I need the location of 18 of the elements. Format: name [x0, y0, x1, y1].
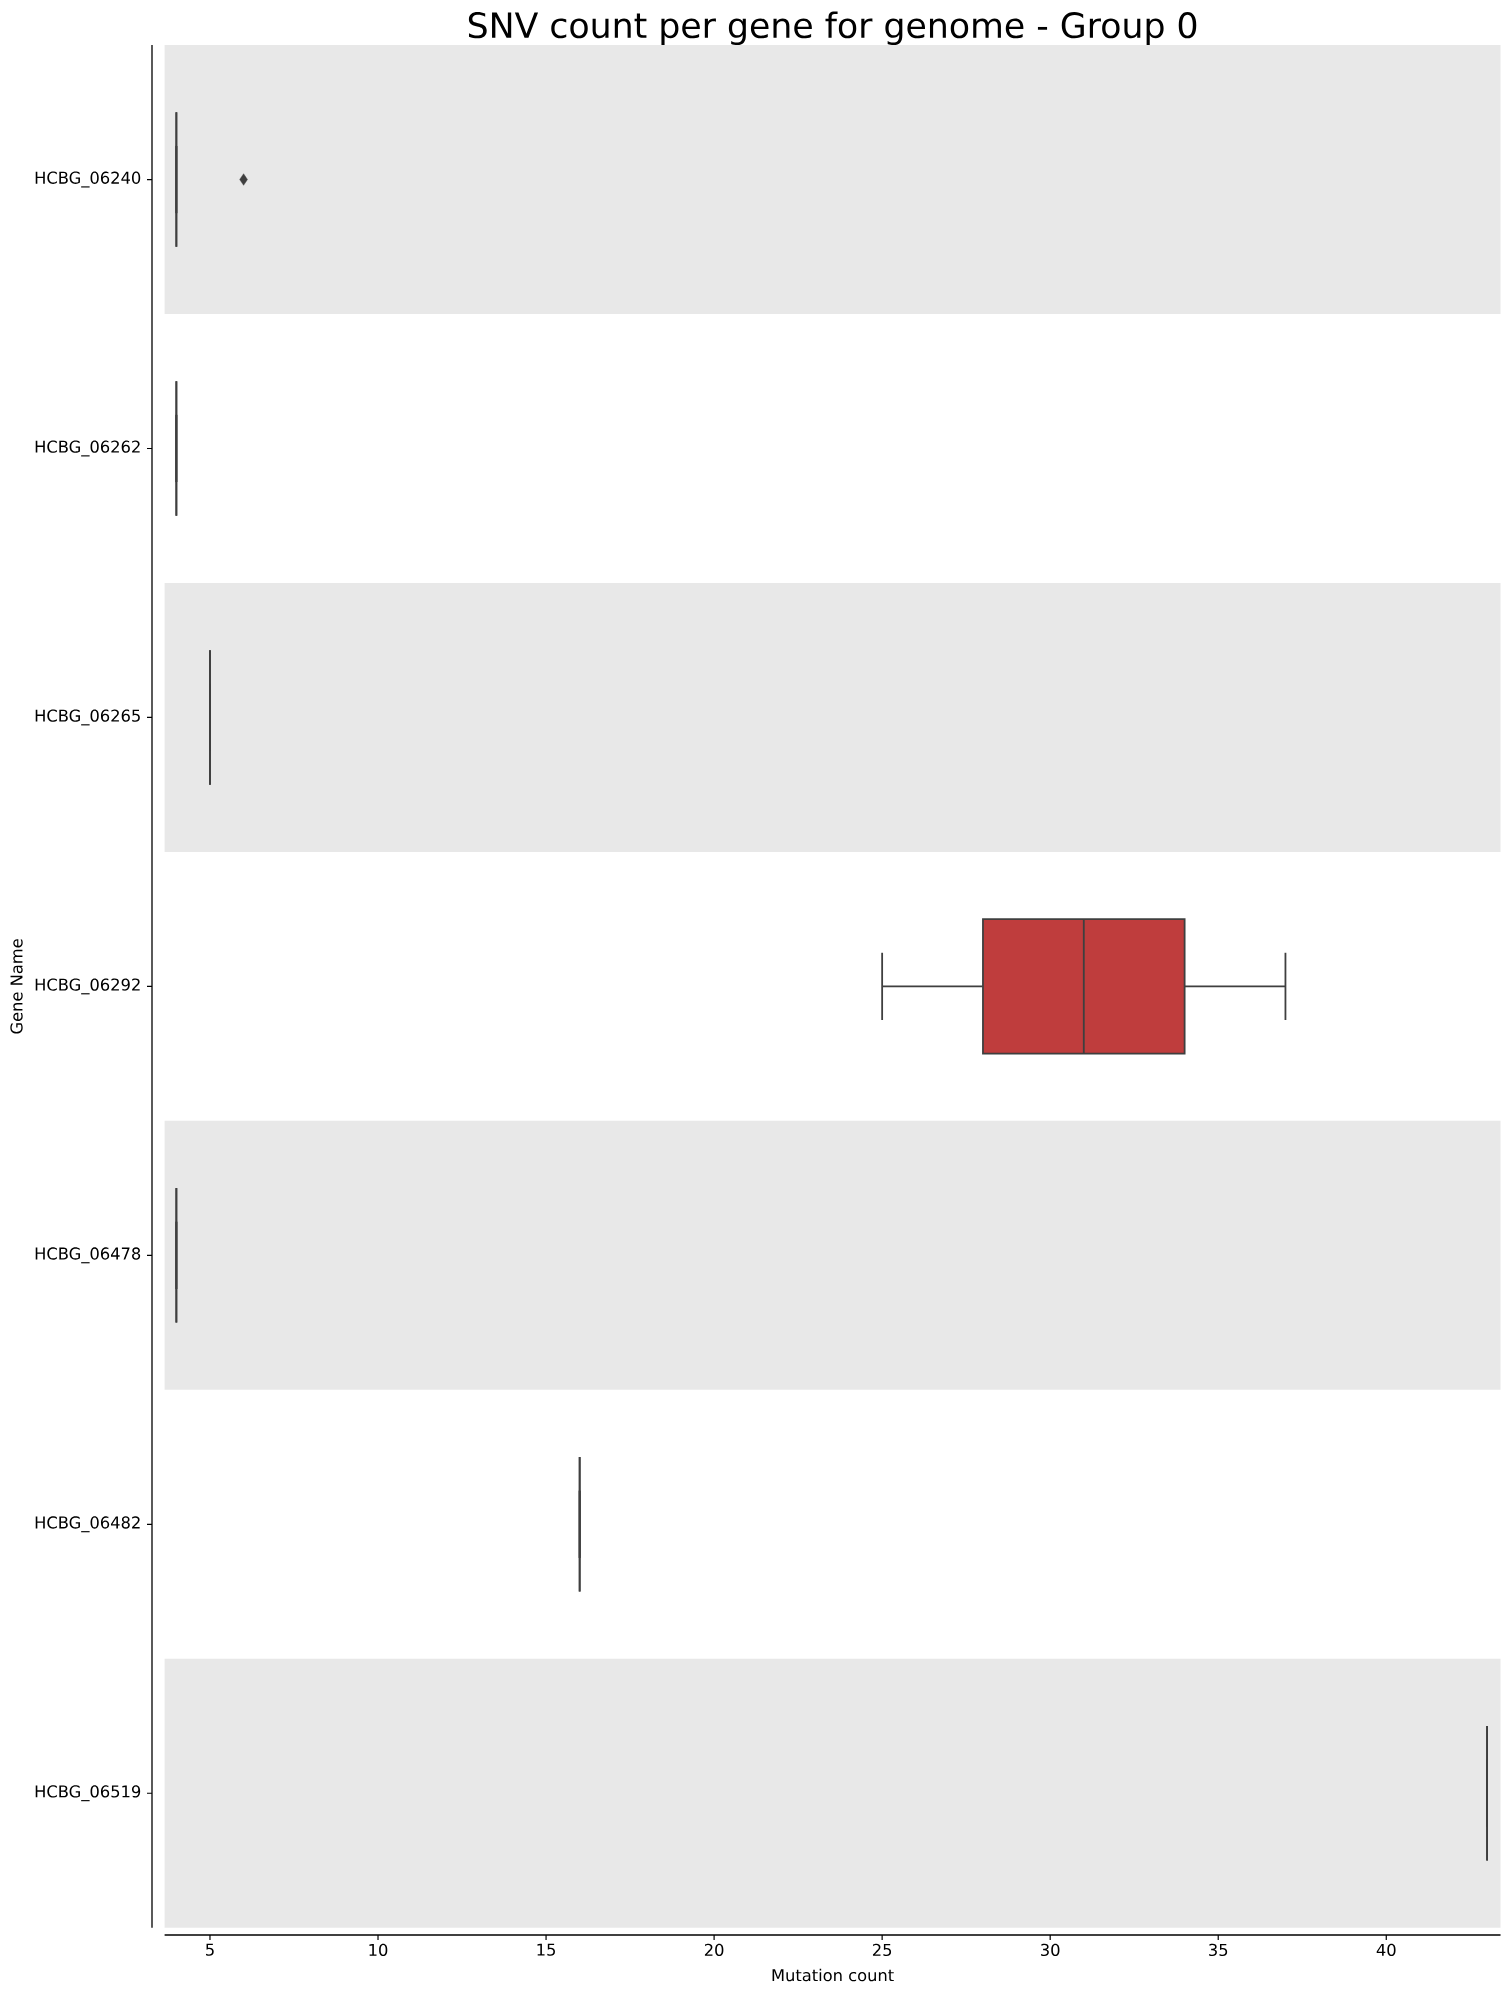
chart-title: SNV count per gene for genome - Group 0	[468, 11, 1197, 46]
x-tick-label: 5	[206, 1943, 214, 1956]
x-tick-label: 40	[1376, 1943, 1396, 1957]
x-tick-label: 10	[369, 1943, 388, 1957]
x-tick-label: 30	[1041, 1943, 1060, 1957]
y-tick-label: HCBG_06292	[35, 978, 140, 995]
x-axis-title: Mutation count	[772, 1968, 894, 1982]
x-tick-label: 20	[704, 1943, 724, 1957]
y-tick-label: HCBG_06262	[35, 440, 140, 457]
x-tick-label: 25	[872, 1943, 892, 1957]
y-tick-label: HCBG_06482	[35, 1516, 140, 1533]
y-axis-title: Gene Name	[10, 939, 23, 1034]
y-tick-label: HCBG_06240	[35, 171, 141, 188]
y-tick-label: HCBG_06519	[35, 1785, 141, 1802]
x-tick-label: 15	[537, 1943, 555, 1956]
x-tick-label: 35	[1209, 1943, 1228, 1957]
y-tick-label: HCBG_06265	[35, 709, 140, 726]
y-tick-label: HCBG_06478	[35, 1247, 141, 1264]
